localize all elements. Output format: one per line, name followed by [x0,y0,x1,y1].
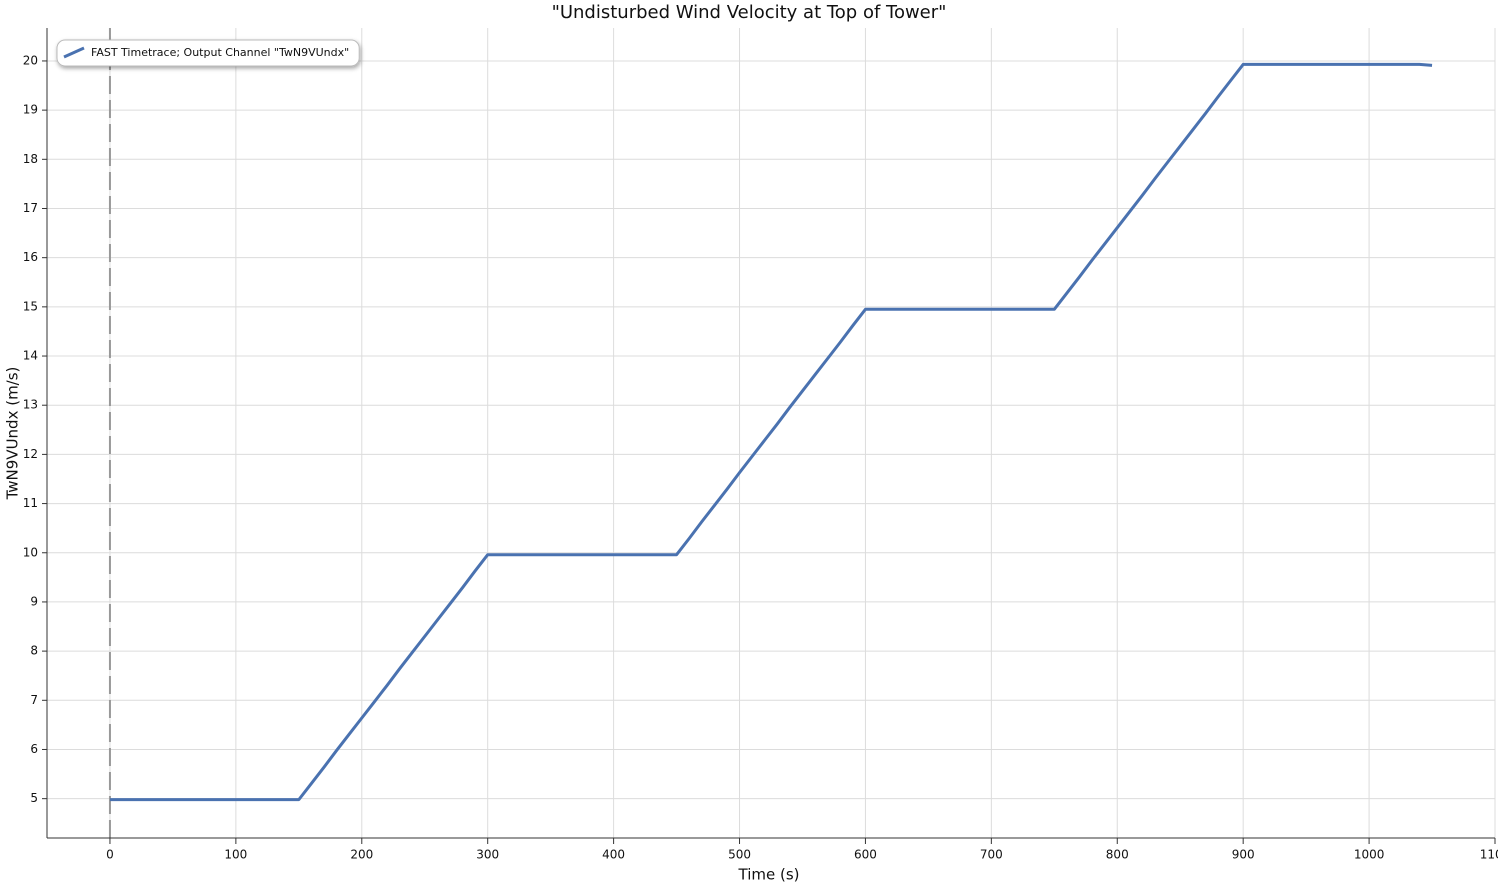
y-tick-label: 6 [30,742,38,756]
y-tick-label: 5 [30,791,38,805]
legend-swatch [63,46,85,59]
data-line [109,62,1433,802]
x-tick-label: 0 [106,848,114,862]
x-tick-label: 900 [1232,848,1255,862]
x-axis-label: Time (s) [738,866,800,884]
y-tick-label: 16 [23,250,38,264]
x-tick-label: 1000 [1354,848,1385,862]
y-axis-label: TwN9VUndx (m/s) [4,367,22,501]
x-tick-label: 400 [602,848,625,862]
y-tick-label: 14 [23,349,38,363]
y-tick-label: 18 [23,152,38,166]
x-tick-label: 800 [1106,848,1129,862]
y-tick-label: 17 [23,201,38,215]
x-tick-label: 500 [728,848,751,862]
y-tick-label: 10 [23,545,38,559]
x-tick-label: 100 [224,848,247,862]
legend: FAST Timetrace; Output Channel "TwN9VUnd… [56,39,360,67]
y-tick-label: 15 [23,299,38,313]
legend-box [56,39,360,67]
x-tick-label: 700 [980,848,1003,862]
y-tick-label: 13 [23,398,38,412]
x-tick-label: 300 [476,848,499,862]
y-tick-label: 9 [30,594,38,608]
chart-title: "Undisturbed Wind Velocity at Top of Tow… [552,2,947,23]
y-tick-label: 19 [23,103,38,117]
y-tick-label: 12 [23,447,38,461]
y-tick-label: 11 [23,496,38,510]
y-tick-label: 7 [30,693,38,707]
x-tick-label: 200 [350,848,373,862]
y-tick-label: 20 [23,53,38,67]
x-tick-label: 1100 [1480,848,1498,862]
legend-label: FAST Timetrace; Output Channel "TwN9VUnd… [91,46,349,59]
x-tick-label: 600 [854,848,877,862]
y-tick-label: 8 [30,644,38,658]
